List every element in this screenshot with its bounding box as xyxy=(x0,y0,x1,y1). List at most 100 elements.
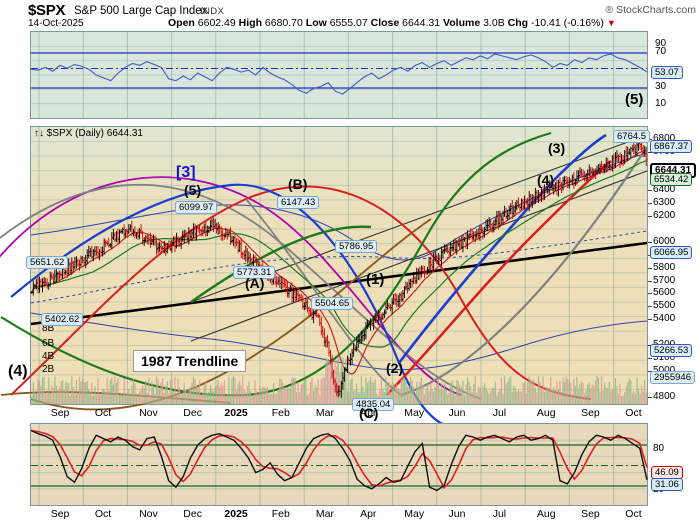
price-tick-6000: 6000 xyxy=(653,235,676,247)
bottom-axis-tick-80: 80 xyxy=(653,443,665,454)
month-label-2025-top: 2025 xyxy=(224,407,248,419)
month-label-sep-top: Sep xyxy=(581,407,600,419)
annotation-A: (A) xyxy=(245,275,265,291)
bottom-indicator-panel[interactable] xyxy=(30,423,648,506)
month-label-dec-bottom: Dec xyxy=(183,508,202,520)
price-tick-6800: 6800 xyxy=(653,132,676,144)
month-label-oct-top: Oct xyxy=(625,407,642,419)
open-value: 6602.49 xyxy=(197,17,236,29)
annotation-4: (4) xyxy=(537,172,555,188)
symbol-name: S&P 500 Large Cap Index xyxy=(74,5,208,17)
price-tick-6200: 6200 xyxy=(653,210,676,222)
month-label-jun-top: Jun xyxy=(448,407,466,419)
chg-label: Chg xyxy=(507,17,529,29)
annotation-5: (5) xyxy=(184,182,202,198)
month-label-apr-bottom: Apr xyxy=(360,508,377,520)
price-flag-6066.95: 6066.95 xyxy=(650,246,693,259)
inline-flag-5786.95: 5786.95 xyxy=(335,240,378,253)
price-tick-5700: 5700 xyxy=(653,274,676,286)
volume-tick-8B: 8B xyxy=(42,323,55,334)
main-panel-plot xyxy=(0,127,648,433)
price-tick-mark xyxy=(648,151,652,153)
month-label-2025-bottom: 2025 xyxy=(224,508,248,520)
inline-flag-4835.04: 4835.04 xyxy=(352,398,395,411)
inline-flag-6764.5: 6764.5 xyxy=(613,130,651,143)
top-panel-value-flag: 53.07 xyxy=(651,66,683,79)
inline-flag-6147.43: 6147.43 xyxy=(277,196,320,209)
symbol-ticker: $SPX xyxy=(28,2,66,19)
price-tick-5000: 5000 xyxy=(653,365,675,376)
inline-flag-5402.62: 5402.62 xyxy=(41,313,84,326)
month-label-feb-bottom: Feb xyxy=(271,508,290,520)
price-tick-6300: 6300 xyxy=(653,197,676,209)
annotation-1: (1) xyxy=(366,271,385,288)
price-tick-mark xyxy=(648,280,652,282)
inline-flag-5773.31: 5773.31 xyxy=(233,266,276,279)
chg-down-arrow-icon: ▼ xyxy=(606,18,616,28)
month-label-jul-top: Jul xyxy=(492,407,507,419)
high-label: High xyxy=(238,17,262,29)
month-label-sep-top: Sep xyxy=(50,407,70,419)
price-tick-mark xyxy=(648,267,652,269)
top-axis-tick-70: 70 xyxy=(655,46,667,57)
price-tick-4800: 4800 xyxy=(653,390,676,402)
volume-value: 3.0B xyxy=(483,17,505,29)
annotation-B: (B) xyxy=(288,176,308,192)
top-axis-tick-90: 90 xyxy=(655,38,667,49)
price-tick-5100: 5100 xyxy=(653,351,676,363)
annotation-5: (5) xyxy=(625,91,644,108)
month-label-oct-bottom: Oct xyxy=(625,508,642,520)
inline-flag-5504.65: 5504.65 xyxy=(311,297,354,310)
month-label-feb-top: Feb xyxy=(271,407,290,419)
month-label-nov-top: Nov xyxy=(139,407,158,419)
month-label-dec-top: Dec xyxy=(183,407,202,419)
open-label: Open xyxy=(168,17,195,29)
top-axis-tick-10: 10 xyxy=(655,98,667,109)
top-indicator-panel[interactable] xyxy=(30,31,648,119)
chart-header: $SPX S&P 500 Large Cap Index INDX ® Stoc… xyxy=(0,0,700,30)
month-label-jul-bottom: Jul xyxy=(492,508,507,520)
price-flag-2955946: 2955946 xyxy=(650,371,695,384)
price-flag-5266.53: 5266.53 xyxy=(650,344,693,357)
volume-tick-6B: 6B xyxy=(42,338,55,349)
volume-label: Volume xyxy=(443,17,481,29)
annotation-4: (4) xyxy=(8,363,28,380)
low-label: Low xyxy=(305,17,327,29)
month-label-nov-bottom: Nov xyxy=(139,508,158,520)
quote-date: 14-Oct-2025 xyxy=(28,18,84,29)
price-tick-6400: 6400 xyxy=(653,184,676,196)
price-flag-6534.42: 6534.42 xyxy=(650,173,693,186)
price-tick-mark xyxy=(648,306,652,308)
price-tick-5800: 5800 xyxy=(653,261,676,273)
month-label-aug-bottom: Aug xyxy=(536,508,556,520)
inline-flag-6099.97: 6099.97 xyxy=(175,201,218,214)
close-value: 6644.31 xyxy=(402,17,441,29)
volume-tick-2B: 2B xyxy=(42,364,55,375)
price-tick-mark xyxy=(648,396,652,398)
month-label-oct-bottom: Oct xyxy=(94,508,112,520)
bottom-panel-flag-k: 31.06 xyxy=(651,478,683,491)
bottom-panel-plot xyxy=(30,424,648,505)
price-flag-6867.37: 6867.37 xyxy=(650,140,693,153)
month-label-jun-bottom: Jun xyxy=(448,508,466,520)
month-label-apr-top: Apr xyxy=(360,407,377,419)
symbol-type: INDX xyxy=(200,6,225,17)
annotation-C: (C) xyxy=(359,405,379,421)
annotation-3: (3) xyxy=(548,140,566,156)
month-label-aug-top: Aug xyxy=(536,407,556,419)
low-value: 6555.07 xyxy=(329,17,368,29)
month-label-sep-bottom: Sep xyxy=(581,508,600,520)
high-value: 6680.70 xyxy=(264,17,303,29)
month-label-mar-bottom: Mar xyxy=(315,508,334,520)
price-tick-mark xyxy=(648,241,652,243)
price-tick-mark xyxy=(648,357,652,359)
main-price-panel[interactable] xyxy=(0,126,648,433)
month-label-may-bottom: May xyxy=(404,508,425,520)
trendline-callout-box: 1987 Trendline xyxy=(133,350,247,372)
annotation-2: (2) xyxy=(386,360,404,376)
volume-tick-4B: 4B xyxy=(42,351,55,362)
month-label-sep-bottom: Sep xyxy=(50,508,70,520)
price-tick-5600: 5600 xyxy=(653,287,676,299)
price-tick-mark xyxy=(648,203,652,205)
top-axis-tick-30: 30 xyxy=(655,81,667,92)
